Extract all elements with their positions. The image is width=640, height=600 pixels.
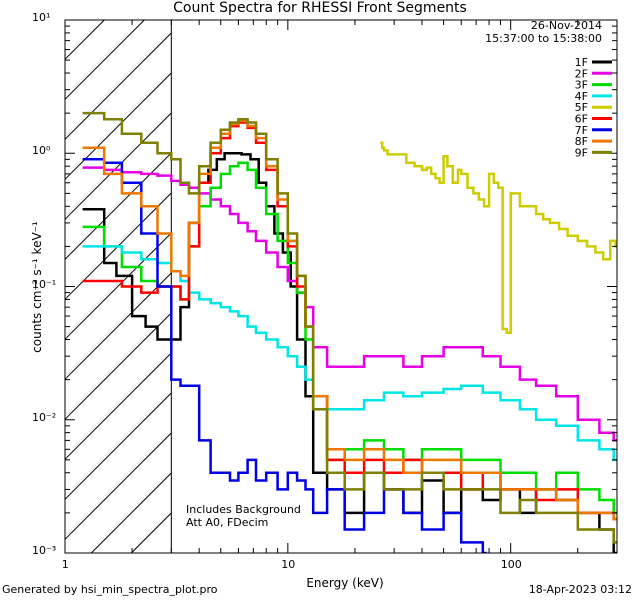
- hatch-line: [64, 112, 172, 220]
- note-background: Includes Background: [186, 503, 301, 516]
- x-tick-label: 100: [500, 558, 522, 571]
- y-tick-label: 10¹: [32, 11, 51, 24]
- x-tick-label: 10: [281, 558, 296, 571]
- legend-label-7F: 7F: [575, 124, 588, 137]
- hatch-line: [64, 72, 172, 180]
- hatch-line: [90, 472, 172, 554]
- time-range: 15:37:00 to 15:38:00: [485, 32, 602, 45]
- generated-by: Generated by hsi_min_spectra_plot.pro: [2, 583, 218, 596]
- hatch-line: [64, 352, 172, 460]
- y-tick-label: 10⁻¹: [32, 277, 57, 291]
- note-attenuator: Att A0, FDecim: [186, 516, 269, 529]
- observation-date: 26-Nov-2014: [530, 19, 602, 32]
- hatch-line: [64, 152, 172, 260]
- series-line-9F: [82, 111, 617, 544]
- series-line-5F: [380, 141, 617, 334]
- excluded-region-hatch: [64, 19, 172, 554]
- legend-label-3F: 3F: [575, 79, 588, 92]
- hatch-line: [64, 19, 105, 60]
- legend-label-2F: 2F: [575, 67, 588, 80]
- series-layer: [82, 111, 617, 553]
- legend-label-1F: 1F: [575, 56, 588, 69]
- hatch-line: [64, 232, 172, 340]
- legend-label-6F: 6F: [575, 113, 588, 126]
- y-axis-label: counts cm⁻² s⁻¹ keV⁻¹: [30, 221, 44, 353]
- legend-label-9F: 9F: [575, 146, 588, 159]
- hatch-line: [64, 272, 172, 380]
- series-line-2F: [82, 166, 617, 442]
- hatch-line: [64, 19, 145, 100]
- legend-label-4F: 4F: [575, 90, 588, 103]
- legend-label-5F: 5F: [575, 101, 588, 114]
- series-line-7F: [82, 158, 487, 553]
- x-axis-label: Energy (keV): [306, 576, 384, 590]
- axis-ticks: [64, 19, 618, 554]
- chart-title: Count Spectra for RHESSI Front Segments: [173, 0, 467, 16]
- legend-label-8F: 8F: [575, 135, 588, 148]
- hatch-line: [130, 512, 172, 554]
- y-tick-label: 10⁻²: [32, 410, 57, 424]
- y-tick-label: 10⁰: [32, 144, 51, 158]
- x-tick-label: 1: [61, 558, 69, 571]
- series-line-4F: [82, 245, 617, 462]
- series-line-8F: [82, 119, 617, 521]
- hatch-line: [64, 312, 172, 420]
- generated-date: 18-Apr-2023 03:12: [528, 583, 632, 596]
- y-tick-label: 10⁻³: [32, 544, 57, 557]
- hatch-line: [64, 32, 172, 140]
- hatch-line: [64, 392, 172, 500]
- hatch-line: [64, 432, 172, 540]
